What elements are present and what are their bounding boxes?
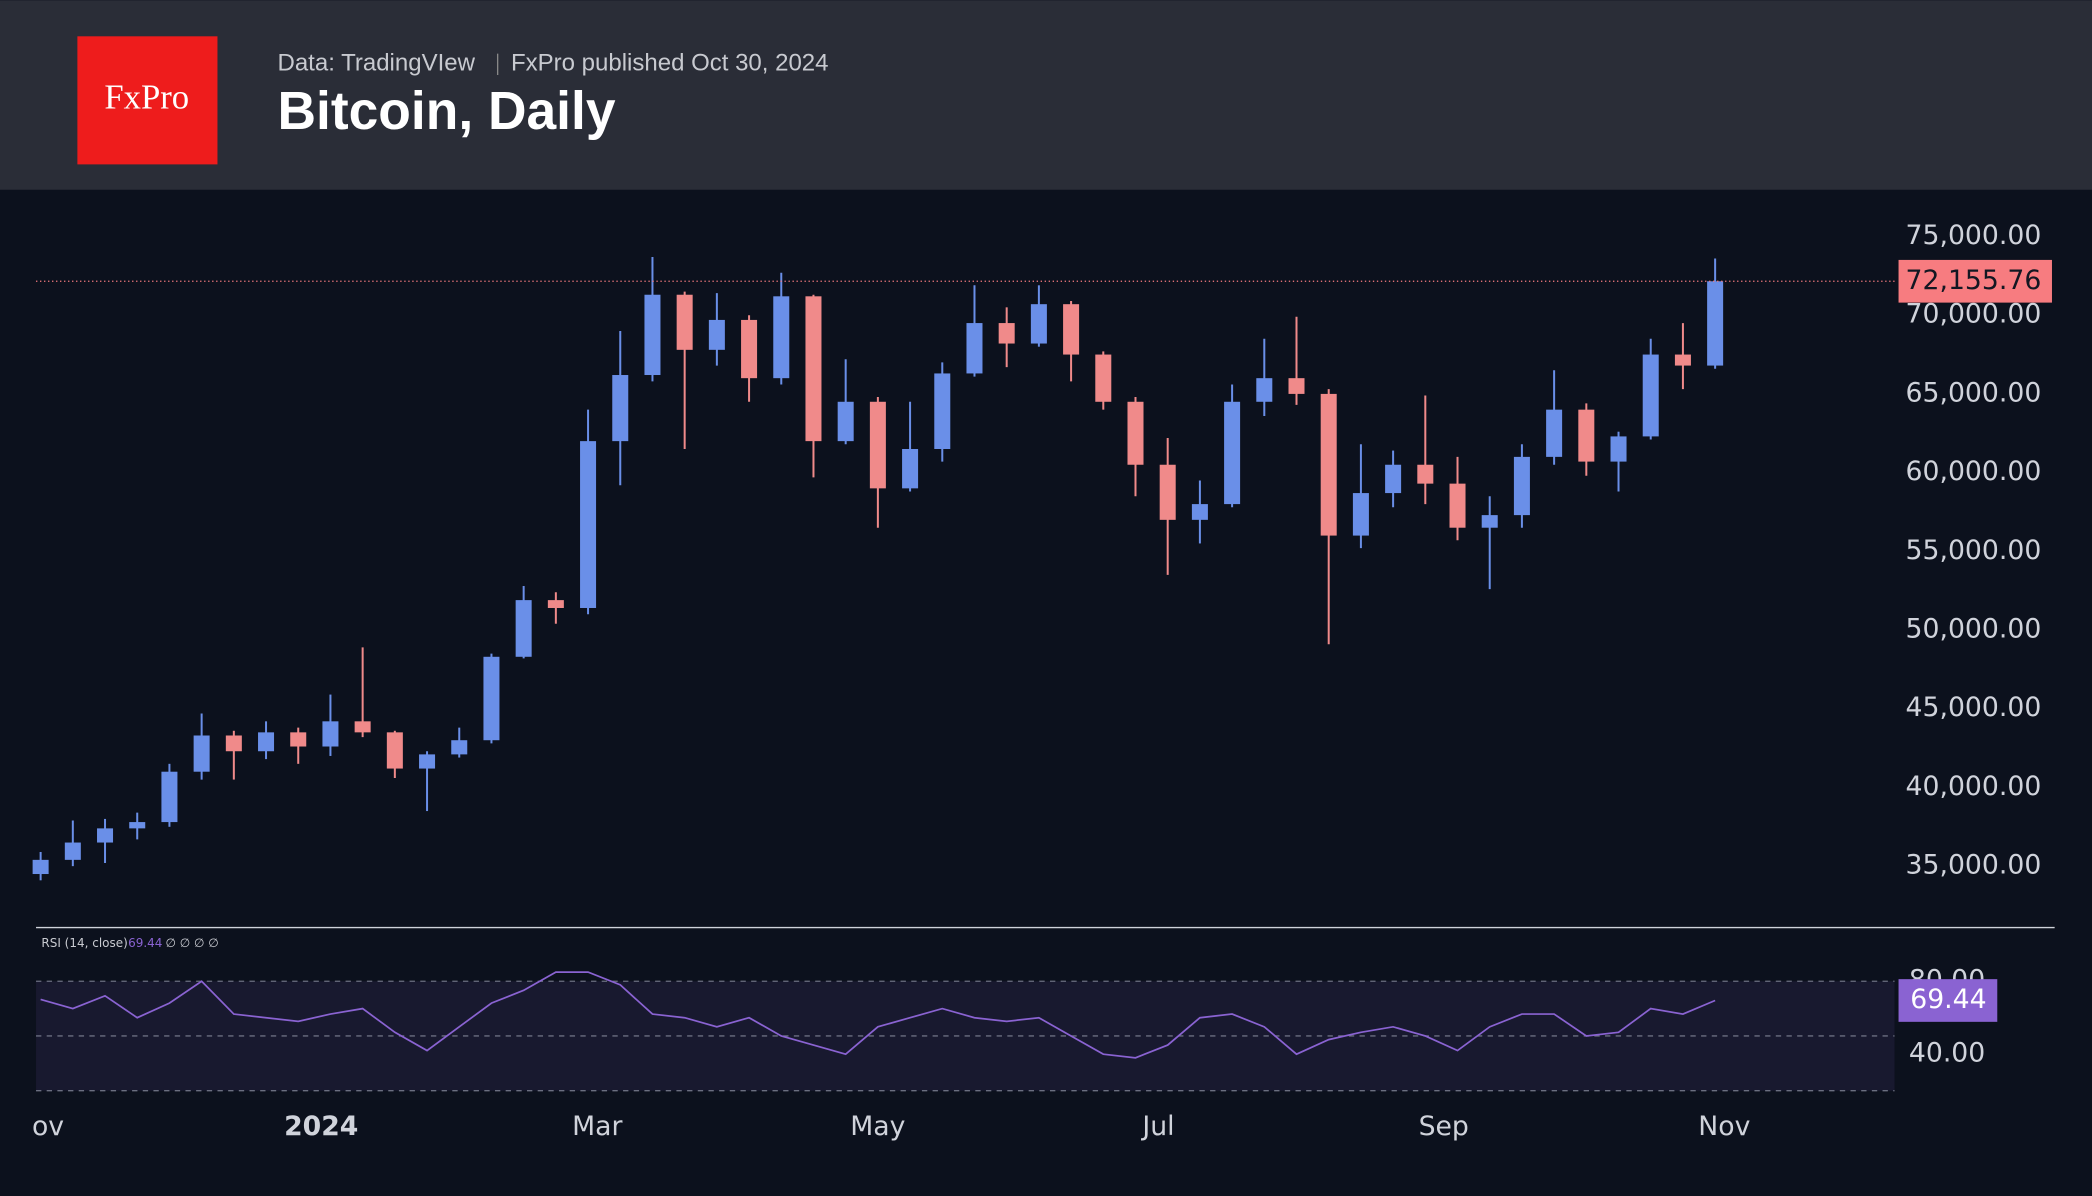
candle-body: [805, 296, 822, 442]
candle-body: [258, 732, 275, 752]
candle-body: [1674, 354, 1691, 366]
candle-body: [32, 859, 49, 875]
x-tick-label: Sep: [1419, 1111, 1469, 1142]
candle-body: [1224, 401, 1241, 505]
y-tick-label: 35,000.00: [1906, 850, 2042, 881]
y-tick-label: 65,000.00: [1906, 377, 2042, 408]
candle-body: [837, 401, 854, 442]
candle-body: [1385, 464, 1402, 494]
y-tick-label: 75,000.00: [1906, 220, 2042, 251]
candle-body: [193, 735, 210, 772]
x-tick-label: 2024: [284, 1111, 358, 1142]
y-tick-label: 60,000.00: [1906, 456, 2042, 487]
candle-body: [1610, 436, 1627, 462]
candle-body: [1127, 401, 1144, 465]
rsi-line: [40, 971, 1716, 1059]
candle-body: [1642, 354, 1659, 437]
candle-body: [1578, 409, 1595, 462]
candle-body: [64, 842, 81, 860]
rsi-tick-label: 40.00: [1909, 1038, 1985, 1069]
candle-body: [1513, 456, 1530, 516]
candle-body: [1417, 464, 1434, 484]
candle-body: [547, 600, 564, 608]
source: Data: TradingVIew: [278, 50, 476, 77]
y-tick-label: 70,000.00: [1906, 299, 2042, 330]
y-tick-label: 55,000.00: [1906, 535, 2042, 566]
candle-body: [322, 721, 339, 747]
x-tick-label: Nov: [1698, 1111, 1750, 1142]
x-tick-label: Jul: [1140, 1111, 1174, 1142]
header-bar: [0, 0, 2092, 190]
published: FxPro published Oct 30, 2024: [511, 50, 829, 77]
last-price-label: 72,155.76: [1906, 265, 2042, 296]
rsi-name: RSI (14, close): [41, 936, 127, 950]
candle-body: [773, 296, 790, 379]
candle-body: [1030, 304, 1047, 344]
candle-body: [934, 373, 951, 450]
candle-body: [419, 754, 436, 769]
y-tick-label: 40,000.00: [1906, 771, 2042, 802]
candle-body: [1449, 483, 1466, 528]
candle-body: [676, 294, 693, 350]
candle-body: [483, 656, 500, 741]
candle-body: [998, 323, 1015, 344]
candle-body: [161, 771, 178, 823]
y-tick-label: 50,000.00: [1906, 614, 2042, 645]
candle-body: [451, 740, 468, 755]
x-tick-label: ov: [32, 1111, 64, 1142]
logo-text: FxPro: [104, 77, 189, 116]
candle-body: [290, 732, 307, 747]
x-tick-label: Mar: [572, 1111, 622, 1142]
candle-body: [902, 449, 919, 489]
candle-body: [1159, 464, 1176, 520]
candle-body: [708, 319, 725, 350]
candle-body: [966, 323, 983, 374]
candle-body: [1352, 493, 1369, 536]
candle-body: [580, 441, 597, 608]
candle-body: [1481, 515, 1498, 528]
rsi-value-label: 69.44: [1910, 984, 1986, 1015]
candle-body: [1320, 393, 1337, 536]
candle-body: [225, 735, 242, 752]
candle-body: [97, 828, 114, 843]
candle-body: [1191, 504, 1208, 520]
candle-body: [1707, 281, 1724, 366]
candle-body: [1063, 304, 1080, 355]
candle-body: [515, 600, 532, 657]
candle-body: [129, 822, 146, 829]
candle-body: [1546, 409, 1563, 457]
candle-body: [1288, 378, 1305, 394]
title: Bitcoin, Daily: [278, 82, 616, 141]
logo: [77, 36, 218, 165]
candle-body: [612, 375, 629, 442]
candle-body: [386, 732, 403, 769]
candle-body: [1256, 378, 1273, 402]
rsi-value: 69.44: [128, 936, 162, 950]
candle-body: [644, 294, 661, 376]
y-tick-label: 45,000.00: [1906, 692, 2042, 723]
candle-body: [354, 721, 371, 733]
candle-body: [1095, 354, 1112, 402]
candle-body: [869, 401, 886, 489]
rsi-value-box: [1898, 979, 1998, 1022]
rsi-extra: ∅ ∅ ∅ ∅: [165, 936, 218, 950]
x-tick-label: May: [850, 1111, 905, 1142]
last-price-box: [1898, 259, 2052, 303]
candle-body: [741, 319, 758, 379]
